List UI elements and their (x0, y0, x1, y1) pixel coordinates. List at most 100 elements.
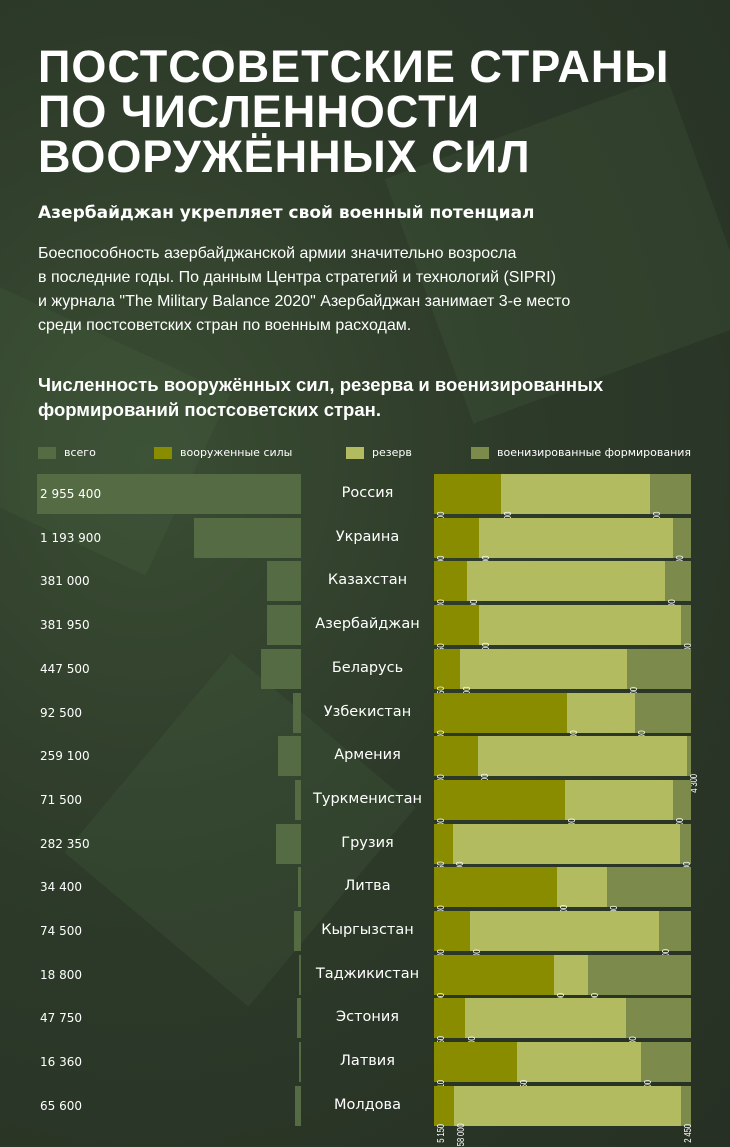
legend-swatch (154, 446, 172, 459)
armed-segment: 16 400 (434, 867, 557, 928)
country-label: Армения (334, 747, 401, 764)
country-label: Туркменистан (313, 790, 422, 807)
title-line: по численности (38, 86, 480, 137)
total-bar (275, 823, 301, 864)
total-label: 71 500 (40, 792, 82, 807)
total-bar (294, 779, 301, 820)
title-line: Постсоветские страны (38, 41, 670, 92)
armed-segment: 8 800 (434, 954, 555, 1011)
body-line: среди постсоветских стран по военным рас… (38, 317, 412, 334)
armed-segment: 39 500 (434, 561, 467, 622)
armed-segment: 44 800 (434, 736, 479, 797)
paramilitary-segment: 15 000 (680, 605, 694, 666)
total-bar (37, 474, 301, 514)
paramilitary-segment: 554 000 (649, 474, 691, 539)
total-label: 259 100 (40, 749, 90, 764)
total-label: 447 500 (40, 661, 90, 676)
body-line: Боеспособность азербайджанской армии зна… (38, 245, 517, 262)
reserve-segment: 2 000 000 (500, 474, 650, 545)
country-label: Латвия (340, 1053, 395, 1070)
paramilitary-segment: 20 000 (635, 692, 691, 753)
total-label: 18 800 (40, 967, 82, 982)
total-label: 47 750 (40, 1011, 82, 1026)
reserve-segment: 289 500 (460, 648, 628, 714)
country-label: Молдова (334, 1096, 401, 1113)
armed-segment: 45 350 (434, 648, 461, 710)
reserve-segment: 237 000 (466, 561, 665, 626)
country-label: Литва (344, 878, 391, 895)
reserve-segment: 900 000 (478, 517, 673, 583)
reserve-segment: 30 000 (565, 779, 674, 841)
reserve-segment: 24 500 (567, 692, 636, 753)
reserve-segment: 210 000 (478, 736, 687, 801)
total-label: 16 360 (40, 1055, 82, 1070)
total-bar (277, 736, 301, 777)
segment-value-label: 2 450 (683, 1123, 695, 1143)
paramilitary-segment: 9 500 (659, 911, 691, 968)
total-bar (292, 692, 301, 733)
paramilitary-segment: 110 000 (627, 648, 691, 713)
total-label: 1 193 900 (40, 530, 102, 545)
reserve-segment: 2 500 (554, 954, 589, 1011)
total-bar (295, 1085, 301, 1126)
segment-value-label: 58 000 (456, 1123, 468, 1147)
armed-segment: 20 650 (434, 823, 453, 885)
country-label: Казахстан (327, 572, 408, 589)
total-bar (266, 561, 301, 602)
paramilitary-segment: 11 700 (680, 823, 693, 884)
chart-title-line: Численность вооружённых сил, резерва и в… (38, 374, 604, 395)
paramilitary-segment: 5 000 (673, 779, 691, 837)
legend-label: резерв (372, 446, 412, 459)
legend: всего вооруженные силы резерв военизиров… (38, 446, 698, 462)
segment-value-label: 5 150 (436, 1123, 447, 1143)
country-label: Узбекистан (323, 703, 412, 720)
reserve-segment: 7 850 (517, 1042, 641, 1099)
armed-segment: 48 000 (434, 692, 568, 753)
legend-item-reserve: резерв (346, 446, 412, 459)
paramilitary-segment: 12 000 (626, 998, 691, 1059)
total-bar (296, 998, 301, 1039)
reserve-segment: 300 000 (479, 605, 681, 670)
paramilitary-segment: 3 200 (640, 1042, 691, 1099)
legend-swatch (471, 446, 489, 459)
legend-label: военизированные формирования (497, 446, 692, 459)
legend-item-paramilitary: военизированные формирования (471, 446, 691, 459)
paramilitary-segment: 4 300 (686, 736, 700, 793)
reserve-segment: 6 700 (556, 867, 607, 924)
armed-segment: 5 750 (434, 998, 465, 1055)
country-label: Грузия (341, 834, 394, 851)
total-label: 381 000 (40, 574, 90, 589)
armed-segment: 5 310 (434, 1042, 518, 1099)
armed-segment: 36 500 (434, 779, 566, 841)
armed-segment: 900 000 (434, 474, 501, 539)
armed-segment: 10 900 (434, 911, 471, 972)
paramilitary-segment: 11 300 (606, 867, 691, 928)
total-label: 282 350 (40, 836, 90, 851)
country-label: Таджикистан (315, 965, 420, 982)
paramilitary-segment: 2 450 (681, 1085, 694, 1143)
paramilitary-segment: 31 500 (664, 561, 691, 622)
country-label: Кыргызстан (321, 922, 414, 938)
total-label: 74 500 (40, 924, 82, 938)
total-bar (294, 911, 301, 951)
reserve-segment: 30 000 (464, 998, 627, 1059)
legend-swatch (38, 446, 56, 459)
legend-swatch (346, 446, 364, 459)
country-label: Беларусь (331, 659, 404, 676)
chart-title-line: формирований постсоветских стран. (38, 399, 381, 420)
country-label: Украина (335, 528, 400, 545)
total-label: 65 600 (40, 1098, 82, 1113)
total-bar (299, 954, 301, 995)
country-label: Эстония (335, 1009, 400, 1026)
legend-label: вооруженные силы (180, 446, 293, 459)
total-bar (299, 1042, 301, 1083)
reserve-segment: 250 000 (452, 823, 681, 889)
total-bar (261, 648, 301, 689)
reserve-segment: 57 000 (470, 911, 660, 972)
country-label: Россия (341, 485, 394, 501)
paramilitary-segment: 84 900 (672, 517, 691, 579)
armed-segment: 66 950 (434, 605, 480, 666)
reserve-segment: 58 000 (454, 1085, 682, 1147)
country-label: Азербайджан (315, 616, 420, 633)
legend-label: всего (64, 446, 96, 459)
